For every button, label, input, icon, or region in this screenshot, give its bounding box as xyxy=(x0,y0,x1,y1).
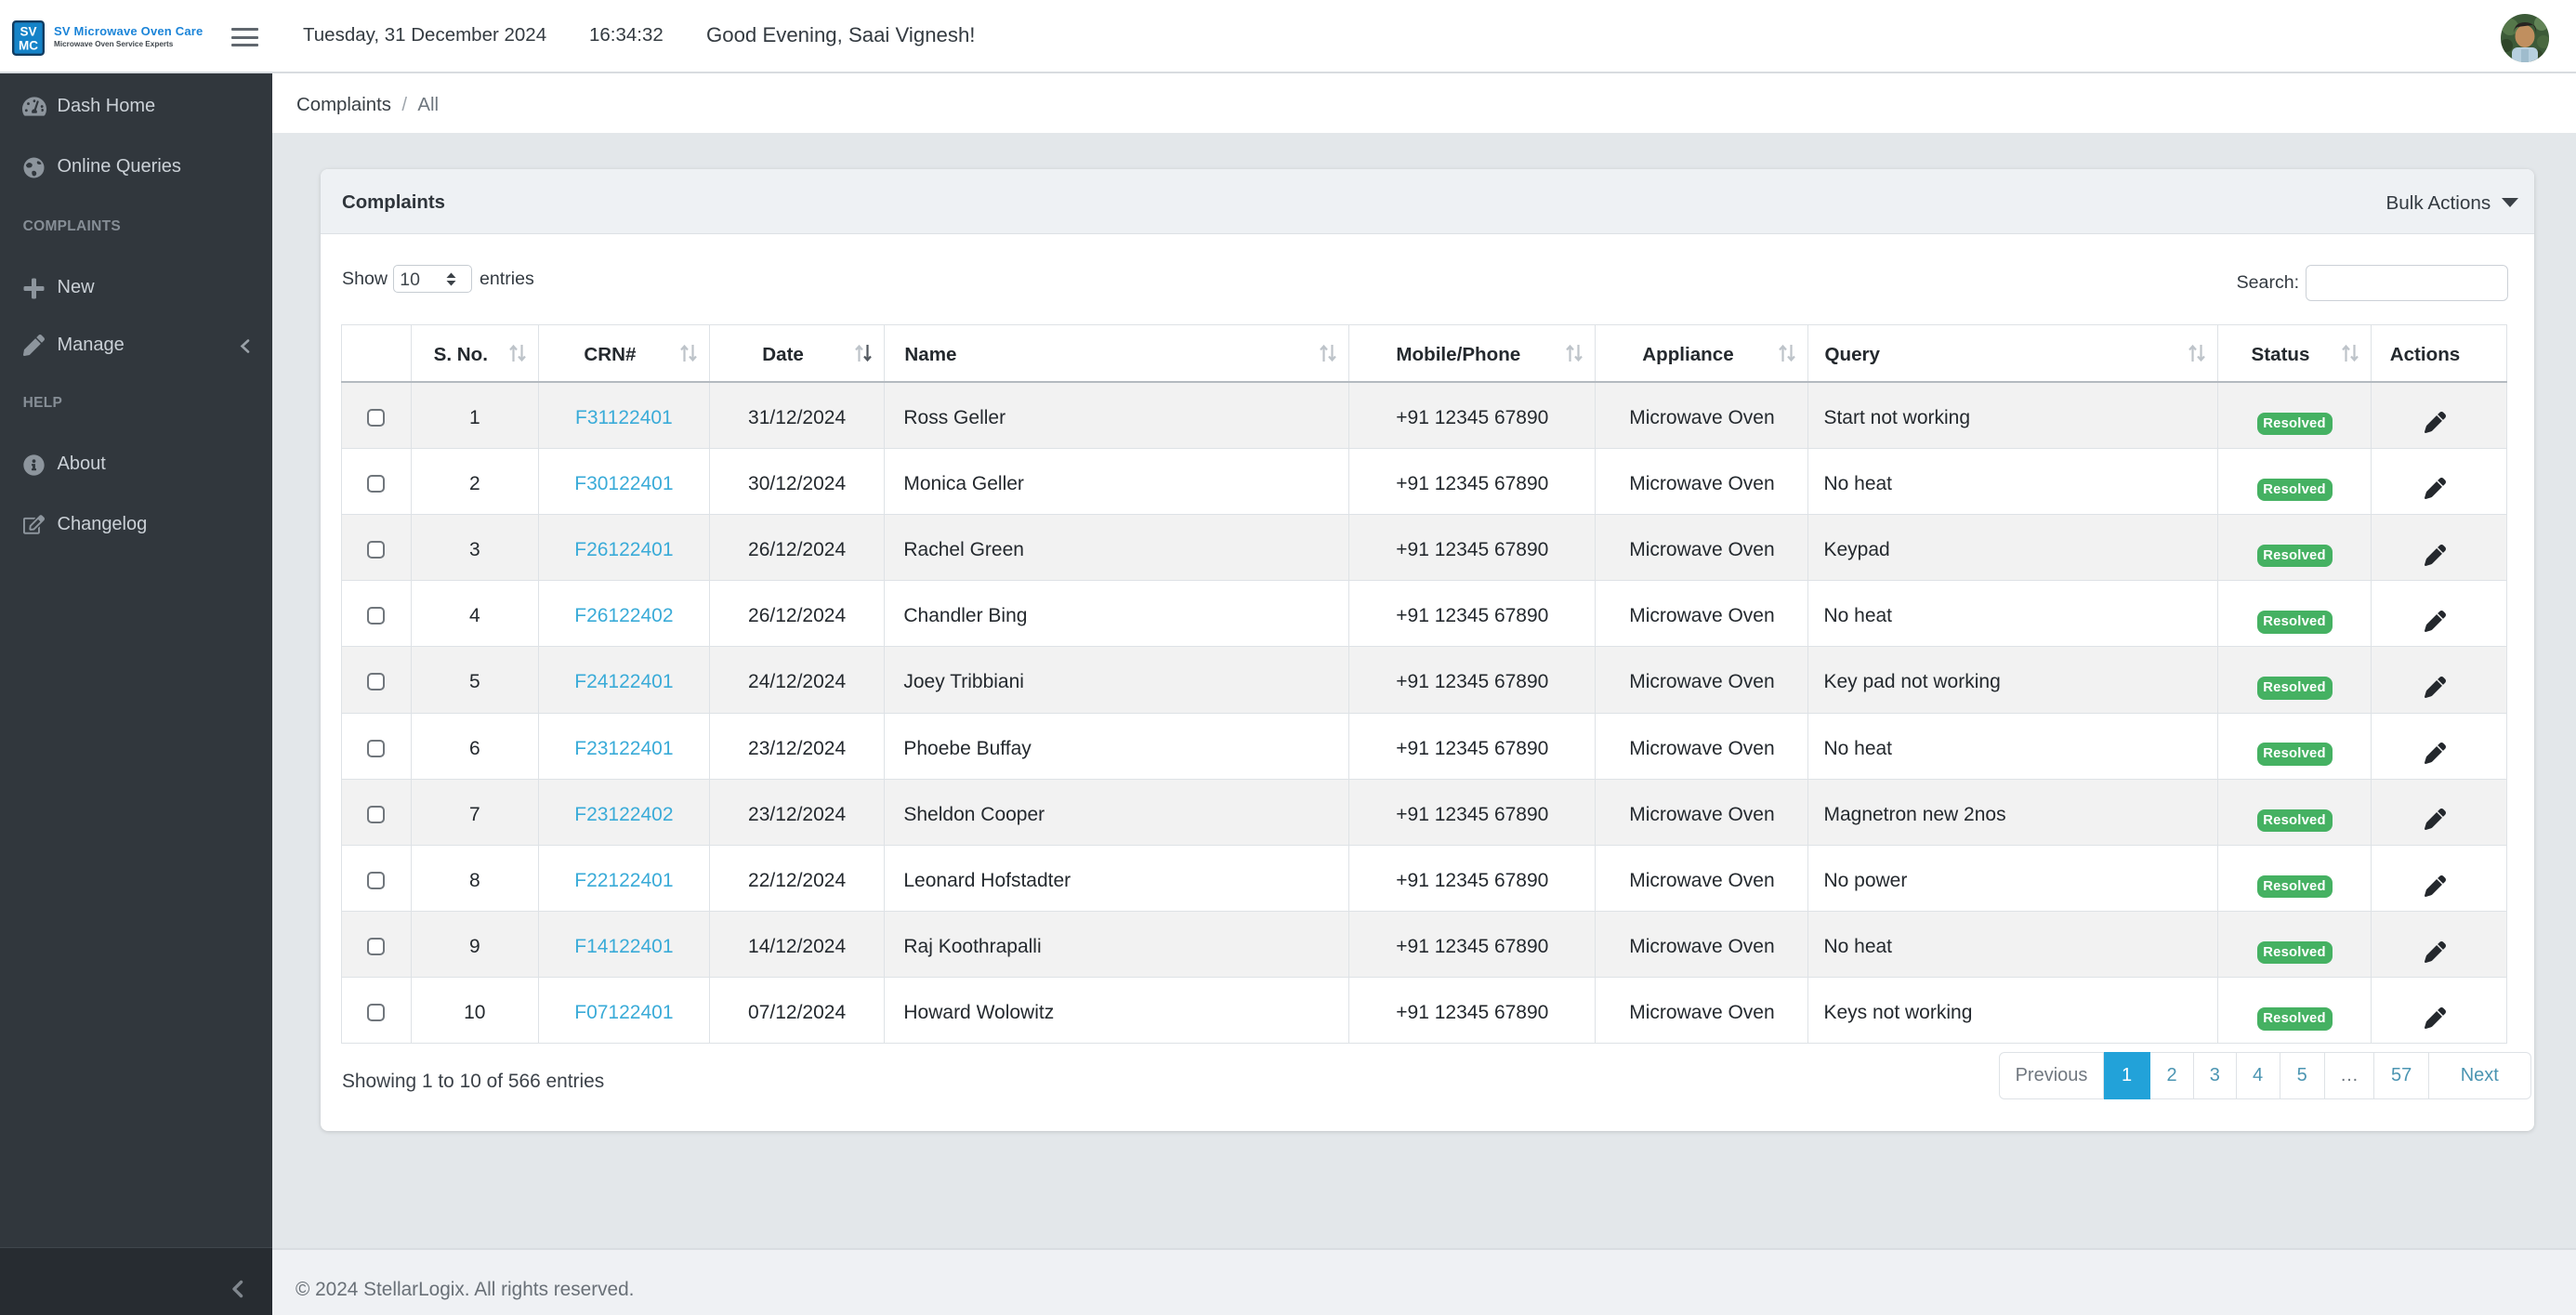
svg-text:MC: MC xyxy=(19,39,38,53)
svg-text:SV: SV xyxy=(20,25,36,39)
